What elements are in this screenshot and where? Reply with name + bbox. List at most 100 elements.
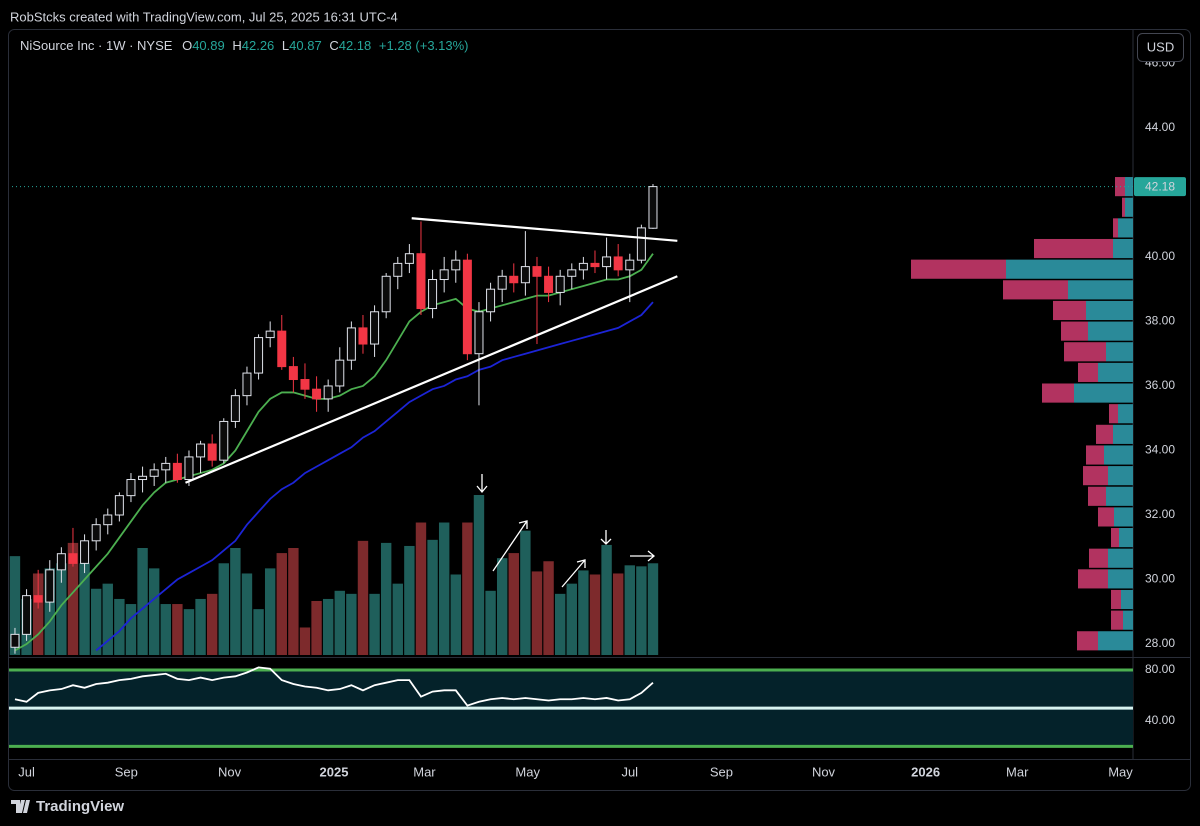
rsi-tick-label: 80.00 — [1145, 662, 1175, 676]
profile-down — [1088, 486, 1106, 506]
candle-body — [33, 595, 43, 603]
candle-body — [80, 540, 90, 564]
header: RobStcks created with TradingView.com, J… — [10, 9, 398, 24]
profile-down — [1096, 424, 1113, 444]
candle-body — [254, 337, 264, 374]
volume-bar — [496, 558, 508, 655]
rsi-line — [14, 666, 654, 707]
logo-mark — [11, 800, 30, 813]
profile-up — [1074, 383, 1133, 403]
x-tick-label: Sep — [115, 764, 138, 779]
candle-body — [312, 388, 322, 400]
profile-down — [1086, 445, 1104, 465]
x-tick-label: 2026 — [911, 764, 940, 779]
candle-body — [590, 262, 600, 268]
arrow — [561, 559, 586, 588]
ohlc-value: 42.26 — [242, 38, 275, 53]
candle-body — [22, 595, 32, 635]
x-tick-label: 2025 — [320, 764, 349, 779]
profile-up — [1006, 259, 1133, 279]
volume-bar — [32, 573, 44, 655]
candle-body — [346, 327, 356, 361]
candle-body — [126, 479, 136, 497]
candle-body — [10, 633, 20, 648]
footer-logo: TradingView — [11, 798, 124, 815]
candle-body — [196, 443, 206, 458]
volume-bar — [462, 522, 473, 655]
profile-down — [911, 259, 1006, 279]
volume-bar — [218, 563, 229, 655]
candle-body — [230, 395, 240, 422]
profile-down — [1078, 569, 1108, 589]
candle-body — [114, 495, 124, 516]
candle-body — [509, 275, 519, 284]
profile-up — [1114, 507, 1133, 527]
volume-bar — [114, 598, 125, 655]
volume-bar — [172, 604, 183, 655]
annotation-arrows — [476, 474, 656, 588]
candle-body — [288, 366, 298, 381]
volume-bar — [531, 571, 543, 655]
volume-bar — [543, 561, 554, 655]
profile-up — [1106, 342, 1133, 362]
currency-button[interactable] — [1137, 33, 1184, 62]
x-tick-label: Jul — [18, 764, 35, 779]
x-tick-label: Jul — [621, 764, 638, 779]
ohlc-label: H — [232, 38, 241, 53]
volume-bar — [369, 593, 380, 655]
candle-body — [68, 553, 78, 564]
volume-bar — [241, 573, 253, 655]
candle-body — [462, 259, 472, 355]
profile-up — [1119, 528, 1133, 548]
y-tick-label: 40.00 — [1145, 249, 1175, 263]
volume-bar — [554, 593, 566, 655]
candle-body — [265, 330, 275, 339]
arrow — [476, 474, 488, 494]
profile-down — [1034, 238, 1113, 259]
volume-bar — [415, 522, 427, 655]
candle-body — [439, 269, 449, 281]
volume-bar — [102, 583, 113, 655]
candle-body — [486, 288, 496, 313]
profile-down — [1042, 383, 1074, 403]
candle-body — [544, 275, 554, 293]
currency-label[interactable]: USD — [1147, 39, 1174, 54]
arrow — [492, 520, 528, 572]
candle-body — [555, 275, 565, 293]
candle-body — [242, 372, 252, 397]
profile-down — [1061, 321, 1088, 341]
candle-body — [335, 359, 345, 387]
candle-body — [277, 330, 287, 368]
rsi-pane — [9, 666, 1133, 748]
profile-down — [1109, 404, 1118, 424]
candle-body — [648, 186, 658, 229]
rsi-tick-label: 40.00 — [1145, 713, 1175, 727]
y-tick-label: 28.00 — [1145, 636, 1175, 650]
candle-body — [613, 256, 623, 271]
candle-body — [358, 327, 368, 345]
volume-bar — [137, 547, 148, 655]
profile-down — [1064, 342, 1106, 362]
profile-down — [1111, 589, 1121, 610]
footer: TradingView — [36, 798, 124, 815]
ohlc-label: O — [182, 38, 192, 53]
x-tick-label: Nov — [812, 764, 836, 779]
profile-up — [1121, 589, 1133, 610]
volume-bar — [148, 568, 160, 655]
legend: NiSource Inc · 1W · NYSE O40.89 H42.26 L… — [20, 38, 469, 53]
volume-bar — [589, 574, 601, 655]
moving-average — [14, 253, 654, 652]
candle-body — [567, 269, 577, 277]
volume-bar — [160, 604, 171, 655]
profile-up — [1106, 486, 1133, 506]
volume-bar — [520, 530, 531, 655]
volume-bar — [427, 539, 438, 655]
volume-bar — [404, 545, 415, 655]
profile-down — [1053, 300, 1086, 321]
profile-up — [1098, 362, 1133, 382]
volume-bar — [288, 547, 299, 655]
candle-body — [161, 462, 171, 471]
profile-down — [1113, 218, 1118, 238]
